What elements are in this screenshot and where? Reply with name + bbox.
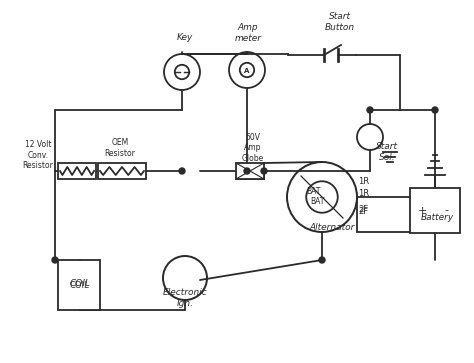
Text: Key: Key — [177, 33, 193, 42]
Text: 50V
Amp
Globe: 50V Amp Globe — [242, 133, 264, 163]
Circle shape — [319, 257, 325, 263]
Text: Battery: Battery — [420, 213, 454, 223]
Text: 12 Volt
Conv.
Resistor: 12 Volt Conv. Resistor — [23, 140, 54, 170]
Text: OEM
Resistor: OEM Resistor — [105, 138, 136, 158]
Text: 1R: 1R — [358, 178, 369, 187]
Circle shape — [179, 168, 185, 174]
Text: 1R: 1R — [358, 188, 369, 197]
Text: 2F: 2F — [358, 205, 368, 215]
Text: Amp
meter: Amp meter — [235, 23, 262, 43]
Text: BAT: BAT — [310, 197, 324, 207]
Text: +: + — [417, 205, 427, 216]
Text: 2F: 2F — [358, 208, 368, 216]
Text: Start
Button: Start Button — [325, 12, 355, 32]
Circle shape — [432, 107, 438, 113]
Text: Electronic
Ign.: Electronic Ign. — [163, 288, 207, 308]
Circle shape — [367, 107, 373, 113]
Text: COIL: COIL — [70, 278, 91, 287]
Bar — [58, 163, 96, 179]
Circle shape — [244, 168, 250, 174]
Bar — [410, 188, 460, 233]
Text: Start
Sol.: Start Sol. — [376, 142, 398, 162]
Text: A: A — [244, 68, 250, 74]
Text: BAT: BAT — [306, 188, 320, 196]
Circle shape — [261, 168, 267, 174]
Text: COIL: COIL — [69, 281, 89, 290]
Text: -: - — [444, 205, 448, 216]
Bar — [236, 163, 264, 179]
Text: Alternator: Alternator — [310, 224, 355, 232]
Bar — [98, 163, 146, 179]
Circle shape — [52, 257, 58, 263]
Bar — [58, 260, 100, 310]
